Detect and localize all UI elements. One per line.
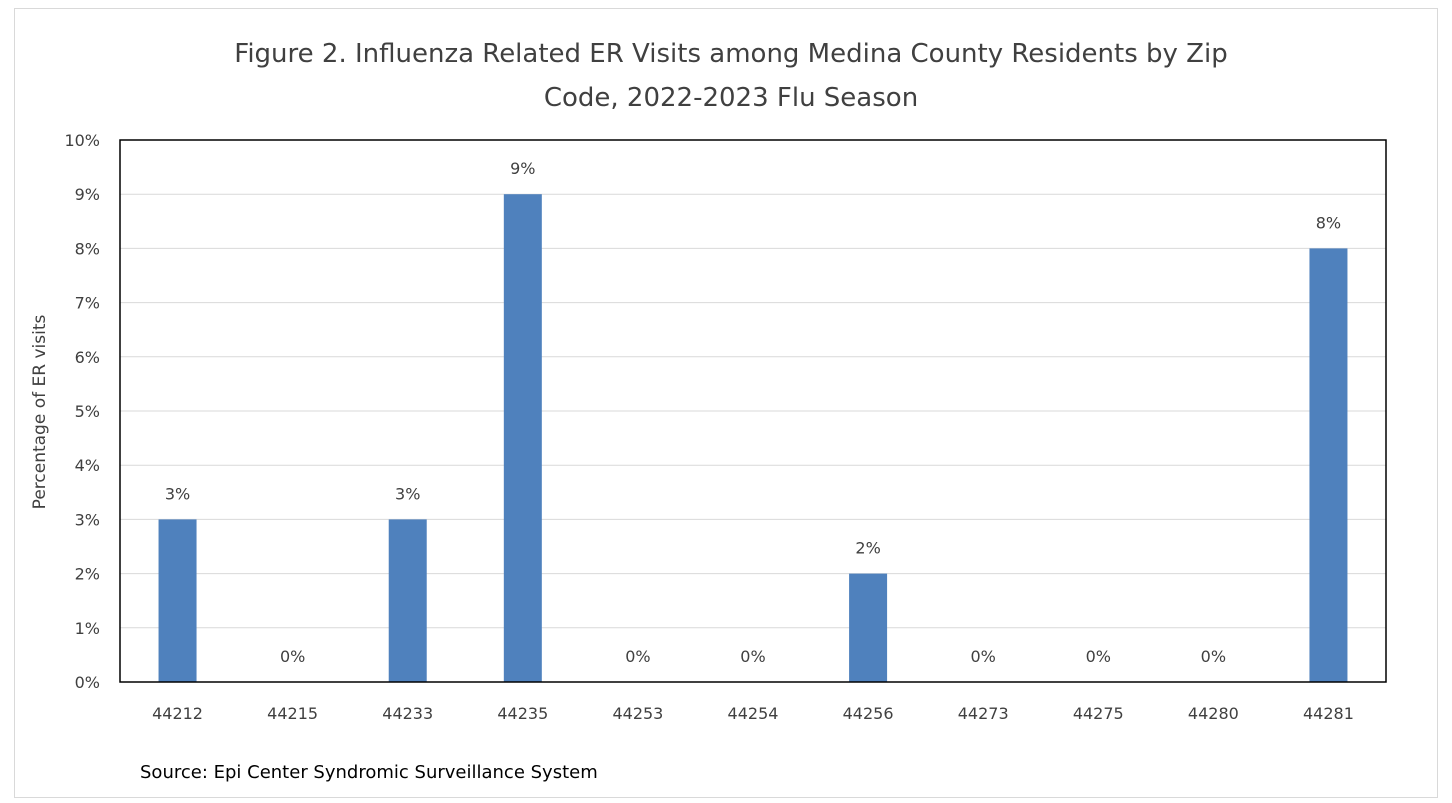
x-tick-label: 44235 — [497, 704, 548, 723]
data-label-44275: 0% — [1086, 647, 1111, 666]
y-tick-label: 9% — [75, 185, 100, 204]
bars — [158, 194, 1348, 682]
data-label-44212: 3% — [165, 484, 190, 503]
y-tick-label: 1% — [75, 619, 100, 638]
x-tick-label: 44253 — [612, 704, 663, 723]
data-labels: 3% 0% 3% 9% 0% 0% 2% 0% 0% 0% 8% — [165, 159, 1341, 666]
x-tick-label: 44275 — [1073, 704, 1124, 723]
gridlines — [120, 193, 1386, 629]
y-tick-label: 3% — [75, 510, 100, 529]
bar-44256 — [849, 573, 888, 682]
x-tick-label: 44212 — [152, 704, 203, 723]
y-tick-label: 4% — [75, 456, 100, 475]
data-label-44256: 2% — [855, 539, 880, 558]
y-tick-label: 7% — [75, 294, 100, 313]
bar-44233 — [388, 519, 427, 682]
data-label-44215: 0% — [280, 647, 305, 666]
bar-44235 — [503, 194, 542, 682]
plot-area-border — [119, 139, 1387, 683]
bar-44281 — [1309, 248, 1348, 682]
y-tick-label: 5% — [75, 402, 100, 421]
source-note: Source: Epi Center Syndromic Surveillanc… — [140, 762, 598, 783]
data-label-44253: 0% — [625, 647, 650, 666]
x-tick-label: 44256 — [843, 704, 894, 723]
x-tick-label: 44233 — [382, 704, 433, 723]
x-tick-label: 44280 — [1188, 704, 1239, 723]
y-tick-label: 0% — [75, 673, 100, 692]
y-tick-label: 8% — [75, 239, 100, 258]
bar-44212 — [158, 519, 197, 682]
x-tick-label: 44254 — [728, 704, 779, 723]
data-label-44281: 8% — [1316, 213, 1341, 232]
data-label-44233: 3% — [395, 484, 420, 503]
data-label-44273: 0% — [970, 647, 995, 666]
x-axis-ticks: 44212 44215 44233 44235 44253 44254 44256 44273… — [152, 704, 1354, 723]
y-tick-label: 6% — [75, 348, 100, 367]
x-tick-label: 44273 — [958, 704, 1009, 723]
data-label-44280: 0% — [1201, 647, 1226, 666]
y-tick-label: 2% — [75, 565, 100, 584]
x-tick-label: 44281 — [1303, 704, 1354, 723]
data-label-44254: 0% — [740, 647, 765, 666]
y-tick-label: 10% — [64, 131, 100, 150]
chart-title-line-1: Figure 2. Influenza Related ER Visits am… — [234, 39, 1227, 69]
x-tick-label: 44215 — [267, 704, 318, 723]
data-label-44235: 9% — [510, 159, 535, 178]
y-axis-title: Percentage of ER visits — [30, 315, 50, 510]
chart-title-line-2: Code, 2022-2023 Flu Season — [544, 83, 918, 113]
y-axis-ticks: 0% 1% 2% 3% 4% 5% 6% 7% 8% 9% 10% — [64, 131, 100, 692]
